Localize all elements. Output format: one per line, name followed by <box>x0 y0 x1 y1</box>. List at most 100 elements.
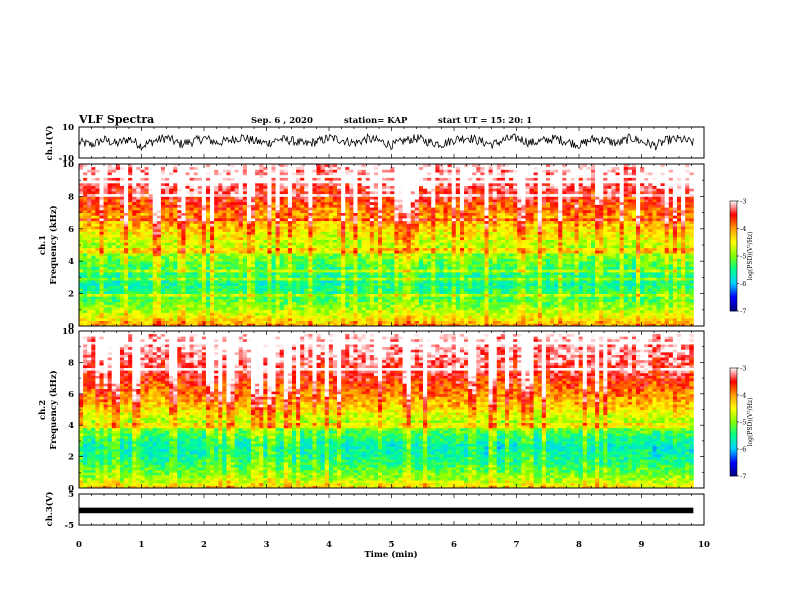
spectrogram-cell <box>107 223 113 227</box>
spectrogram-cell <box>349 223 354 227</box>
spectrogram-cell <box>210 174 215 178</box>
spectrogram-cell <box>201 223 207 227</box>
spectrogram-cell <box>148 207 154 211</box>
spectrogram-cell <box>119 272 125 276</box>
spectrogram-cell <box>218 193 223 197</box>
spectrogram-cell <box>345 255 350 259</box>
spectrogram-cell <box>79 247 84 251</box>
spectrogram-cell <box>148 191 154 195</box>
spectrogram-cell <box>357 166 363 170</box>
spectrogram-cell <box>332 293 338 297</box>
spectrogram-cell <box>312 209 317 213</box>
spectrogram-cell <box>378 226 383 230</box>
spectrogram-cell <box>201 296 207 300</box>
spectrogram-cell <box>332 245 338 249</box>
spectrogram-cell <box>189 231 195 235</box>
spectrogram-cell <box>119 188 125 192</box>
spectrogram-cell <box>124 212 129 216</box>
spectrogram-cell <box>103 304 109 308</box>
spectrogram-cell <box>107 226 113 230</box>
spectrogram-cell <box>312 180 317 184</box>
spectrogram-cell <box>316 226 322 230</box>
spectrogram-cell <box>197 301 203 305</box>
spectrogram-cell <box>296 323 301 327</box>
spectrogram-cell <box>242 307 248 311</box>
spectrogram-cell <box>361 174 367 178</box>
spectrogram-cell <box>173 239 178 243</box>
spectrogram-cell <box>304 228 309 232</box>
spectrogram-cell <box>287 212 293 216</box>
spectrogram-cell <box>390 234 395 238</box>
spectrogram-cell <box>267 174 272 178</box>
spectrogram-cell <box>328 258 334 262</box>
spectrogram-cell <box>369 299 375 303</box>
spectrogram-cell <box>283 223 289 227</box>
spectrogram-cell <box>205 245 211 249</box>
spectrogram-cell <box>91 191 96 195</box>
spectrogram-cell <box>124 172 129 176</box>
spectrogram-cell <box>152 317 158 321</box>
spectrogram-cell <box>173 293 178 297</box>
spectrogram-cell <box>230 174 236 178</box>
spectrogram-cell <box>189 239 195 243</box>
spectrogram-cell <box>197 199 203 203</box>
spectrogram-cell <box>234 285 240 289</box>
spectrogram-cell <box>144 177 150 181</box>
spectrogram-cell <box>361 285 367 289</box>
spectrogram-cell <box>349 250 354 254</box>
spectrogram-cell <box>316 266 322 270</box>
spectrogram-cell <box>394 272 399 276</box>
spectrogram-cell <box>156 196 162 200</box>
spectrogram-cell <box>156 188 162 192</box>
spectrogram-cell <box>291 182 297 186</box>
spectrogram-cell <box>308 188 313 192</box>
spectrogram-cell <box>296 247 301 251</box>
spectrogram-cell <box>177 266 182 270</box>
spectrogram-cell <box>291 234 297 238</box>
spectrogram-cell <box>95 174 100 178</box>
spectrogram-cell <box>320 228 326 232</box>
spectrogram-cell <box>271 199 276 203</box>
spectrogram-cell <box>246 236 252 240</box>
spectrogram-cell <box>103 191 109 195</box>
spectrogram-cell <box>218 245 223 249</box>
spectrogram-cell <box>263 320 268 324</box>
spectrogram-cell <box>337 285 342 289</box>
spectrogram-cell <box>201 220 207 224</box>
spectrogram-cell <box>165 301 170 305</box>
spectrogram-cell <box>83 282 88 286</box>
spectrogram-cell <box>255 315 260 319</box>
spectrogram-cell <box>111 255 117 259</box>
spectrogram-cell <box>169 304 174 308</box>
spectrogram-cell <box>296 242 301 246</box>
spectrogram-cell <box>251 312 256 316</box>
spectrogram-cell <box>165 296 170 300</box>
spectrogram-cell <box>328 323 334 327</box>
spectrogram-cell <box>234 258 240 262</box>
spectrogram-cell <box>279 172 285 176</box>
spectrogram-cell <box>287 169 293 173</box>
spectrogram-cell <box>238 212 244 216</box>
spectrogram-cell <box>169 296 174 300</box>
spectrogram-cell <box>242 261 248 265</box>
spectrogram-cell <box>242 290 248 294</box>
spectrogram-cell <box>378 201 383 205</box>
spectrogram-cell <box>124 215 129 219</box>
spectrogram-cell <box>111 301 117 305</box>
spectrogram-cell <box>296 293 301 297</box>
spectrogram-cell <box>99 234 104 238</box>
spectrogram-cell <box>234 180 240 184</box>
spectrogram-cell <box>99 182 104 186</box>
spectrogram-cell <box>156 218 162 222</box>
spectrogram-cell <box>271 174 276 178</box>
spectrogram-cell <box>373 245 379 249</box>
spectrogram-cell <box>173 231 178 235</box>
spectrogram-cell <box>357 282 363 286</box>
spectrogram-cell <box>287 315 293 319</box>
spectrogram-cell <box>365 317 371 321</box>
spectrogram-cell <box>390 223 395 227</box>
spectrogram-cell <box>226 301 231 305</box>
spectrogram-cell <box>230 304 236 308</box>
spectrogram-cell <box>115 288 121 292</box>
spectrogram-cell <box>152 245 158 249</box>
